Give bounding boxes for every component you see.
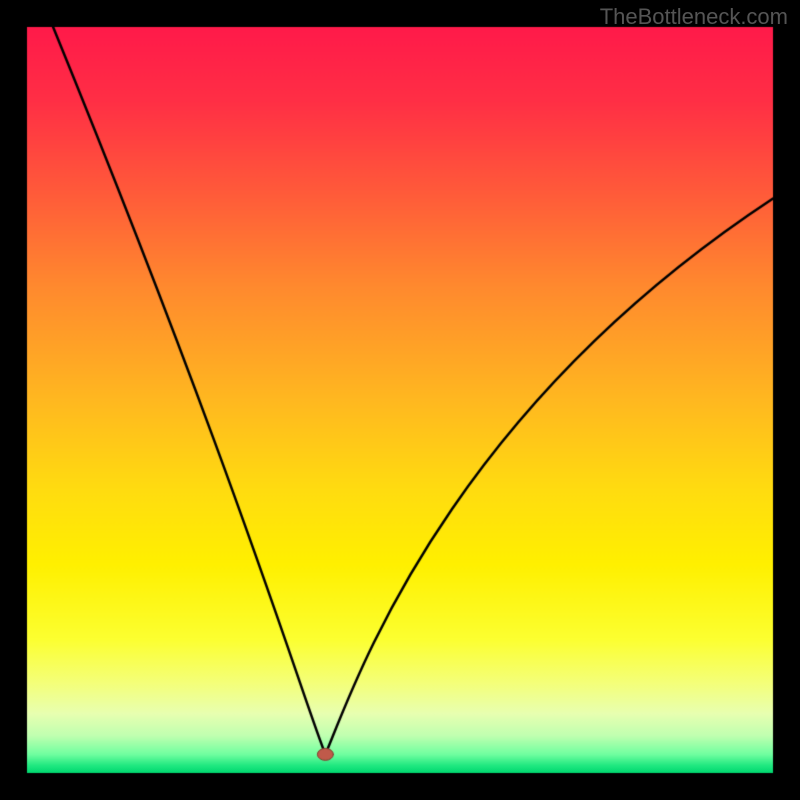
chart-container: TheBottleneck.com	[0, 0, 800, 800]
bottleneck-chart-canvas	[0, 0, 800, 800]
watermark-text: TheBottleneck.com	[600, 4, 788, 30]
